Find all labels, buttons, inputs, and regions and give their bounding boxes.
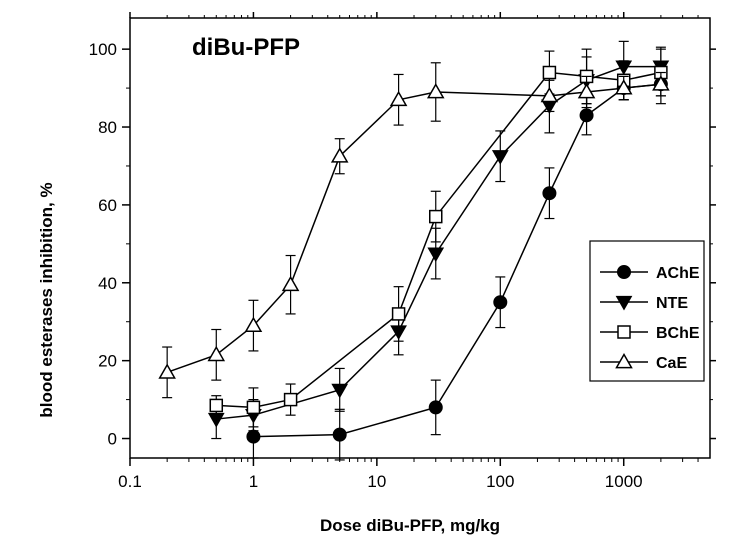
data-point-bche [209,398,224,413]
legend-item-nte: NTE [600,295,688,312]
legend-label: CaE [656,355,687,372]
x-tick-label: 0.1 [118,472,142,491]
data-point-cae [540,86,559,103]
data-point-ache [493,295,508,310]
data-point-cae [577,82,596,99]
data-point-cae [281,275,300,292]
legend-items: AChE NTE BChE CaE [600,265,700,372]
data-point-cae [652,75,670,91]
data-point-bche [283,392,298,407]
data-point-cae [389,90,408,107]
plot-frame [129,17,711,459]
legend-marker-ache [617,265,631,279]
axes-layer: 0.1 1 10 100 1000 0 20 40 60 80 100 [89,12,716,491]
legend-item-ache: AChE [600,265,700,282]
y-tick-label: 100 [89,40,117,59]
legend-label: NTE [656,295,688,312]
legend-marker-nte [615,295,633,311]
data-point-cae [207,345,226,362]
legend: AChE NTE BChE CaE [589,240,705,382]
x-tick-label: 1 [249,472,258,491]
chart-title: diBu-PFP [192,34,300,61]
data-point-nte [491,150,509,165]
y-tick-label: 80 [98,118,117,137]
data-point-cae [426,82,445,99]
data-point-nte [427,247,445,263]
y-tick-label: 60 [98,196,117,215]
data-point-ache [542,186,557,201]
legend-marker-cae [615,352,633,369]
data-point-cae [158,363,176,379]
x-tick-label: 100 [486,472,514,491]
x-axis-title: Dose diBu-PFP, mg/kg [320,516,500,535]
y-tick-label: 0 [108,430,117,449]
legend-label: BChE [656,325,700,342]
data-point-ache [332,427,347,442]
y-tick-label: 40 [98,274,117,293]
legend-box [589,240,705,382]
data-point-ache [246,429,261,444]
y-tick-label: 20 [98,352,117,371]
data-point-ache [428,400,443,415]
legend-item-cae: CaE [600,352,687,372]
series-layer [158,40,670,461]
x-tick-label: 1000 [605,472,643,491]
data-point-cae [244,316,263,332]
series-bche [209,48,668,428]
legend-item-bche: BChE [600,325,700,342]
legend-label: AChE [656,265,700,282]
data-point-bche [246,400,261,415]
data-point-ache [579,108,594,123]
data-point-bche [542,65,557,80]
data-point-cae [330,147,349,163]
data-point-bche [429,209,443,224]
data-point-bche [391,307,406,321]
data-point-nte [331,383,349,399]
data-point-cae [614,79,633,95]
series-cae [158,62,670,399]
x-tick-label: 10 [367,472,386,491]
y-axis-title: blood esterases inhibition, % [37,182,56,417]
legend-marker-bche [617,325,631,339]
